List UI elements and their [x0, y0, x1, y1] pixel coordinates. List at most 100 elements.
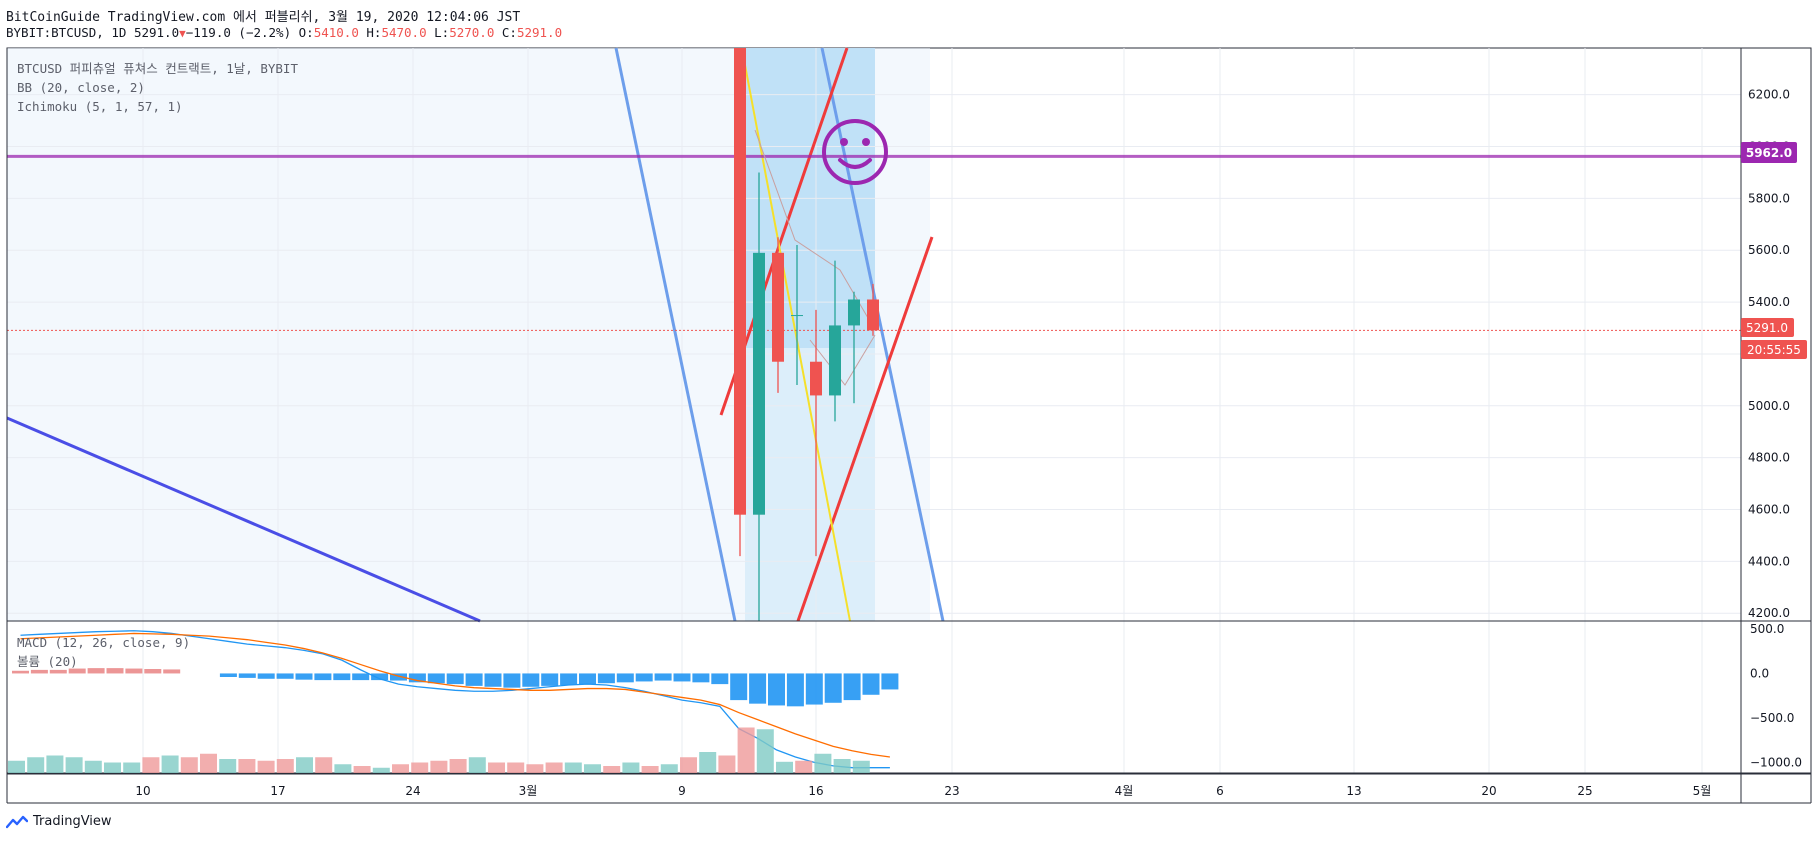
macd-histogram-bar: [125, 668, 143, 674]
volume-bar: [296, 757, 313, 773]
candle-body: [772, 252, 784, 362]
bb-lower: [809, 334, 876, 386]
volume-bar: [353, 766, 371, 773]
volume-bar: [392, 764, 409, 773]
smiley-eye-right: [862, 138, 870, 146]
time-tick-label: 9: [678, 784, 686, 798]
macd-histogram-bar: [12, 670, 29, 674]
last-price-badge-text: 5291.0: [1746, 321, 1788, 335]
macd-histogram-bar: [843, 673, 861, 701]
volume-bar: [545, 762, 563, 773]
volume-bar: [776, 761, 793, 773]
macd-histogram-bar: [541, 673, 559, 686]
macd-histogram-bar: [371, 673, 389, 681]
low-value: 5270.0: [449, 25, 495, 40]
smiley-face-outline: [822, 119, 888, 185]
macd-tick-label: 500.0: [1750, 622, 1784, 636]
price-tick-label: 4400.0: [1748, 554, 1790, 568]
volume-legend: 볼륨 (20): [17, 654, 78, 669]
price-tick-label: 4200.0: [1748, 606, 1790, 620]
price-tick-label: 4600.0: [1748, 503, 1790, 517]
macd-histogram-bar: [238, 673, 256, 678]
macd-histogram-bar: [786, 673, 804, 707]
candle-3-17: [829, 260, 841, 422]
macd-histogram-bar: [163, 669, 181, 674]
macd-histogram-bar: [616, 673, 634, 683]
time-tick-label: 5월: [1693, 784, 1712, 798]
volume-bar: [200, 753, 217, 773]
smiley-eye-left: [840, 138, 848, 146]
price-tick-label: 6200.0: [1748, 88, 1790, 102]
candle-3-16: [810, 309, 822, 557]
high-label: H:: [366, 25, 382, 40]
volume-bar: [219, 759, 237, 773]
volume-bar: [257, 760, 275, 773]
time-tick-label: 4월: [1115, 784, 1134, 798]
macd-histogram-bar: [692, 673, 710, 683]
close-label: C:: [501, 25, 517, 40]
volume-bar: [372, 767, 390, 773]
candle-3-14: [772, 237, 784, 393]
volume-bar: [622, 762, 640, 773]
volume-bar: [65, 757, 83, 773]
macd-histogram-bar: [333, 673, 351, 681]
time-tick-label: 23: [944, 784, 959, 798]
resistance-badge: [1741, 142, 1797, 163]
macd-tick-label: −1000.0: [1750, 755, 1802, 769]
time-tick-label: 13: [1346, 784, 1361, 798]
macd-histogram-bar: [597, 673, 615, 684]
volume-bar: [180, 757, 198, 773]
macd-histogram-bar: [68, 668, 86, 674]
volume-bar: [584, 764, 601, 773]
footer[interactable]: TradingView: [6, 814, 112, 829]
close-value: 5291.0: [516, 25, 563, 40]
resistance-badge-text: 5962.0: [1746, 146, 1792, 160]
macd-histogram-bar: [654, 673, 672, 681]
time-tick-label: 16: [808, 784, 823, 798]
candle-body: [810, 361, 822, 396]
price-tick-label: 5000.0: [1748, 399, 1790, 413]
macd-legend: MACD (12, 26, close, 9): [17, 635, 190, 650]
candle-body: [734, 48, 746, 515]
price-tick-label: 5800.0: [1748, 191, 1790, 205]
trend-line: [6, 416, 481, 623]
volume-bar: [814, 753, 832, 773]
down-arrow-icon: ▼: [179, 27, 186, 40]
macd-histogram-bar: [49, 669, 67, 674]
time-tick-label: 3월: [519, 784, 538, 798]
macd-histogram-bar: [484, 673, 502, 687]
macd-histogram-bar: [579, 673, 596, 685]
macd-histogram-bar: [749, 673, 767, 704]
time-tick-label: 24: [405, 784, 420, 798]
price-tick-label: 5600.0: [1748, 243, 1790, 257]
volume-bar: [142, 757, 160, 773]
price-change: −119.0 (−2.2%): [185, 25, 292, 40]
volume-bar: [507, 762, 525, 773]
volume-bar: [737, 727, 755, 773]
macd-histogram-bar: [257, 673, 275, 679]
volume-bar: [315, 757, 333, 773]
macd-histogram-bar: [881, 673, 899, 690]
volume-bar: [795, 760, 813, 773]
price-tick-label: 5400.0: [1748, 295, 1790, 309]
volume-bar: [84, 760, 102, 773]
volume-bar: [334, 764, 352, 773]
macd-histogram-bar: [862, 673, 880, 695]
macd-histogram-bar: [30, 669, 48, 674]
macd-histogram-bar: [427, 673, 445, 684]
candle-body: [753, 252, 765, 515]
volume-bar: [756, 729, 774, 773]
macd-histogram-bar: [730, 673, 748, 701]
macd-histogram-bar: [106, 668, 124, 674]
channel-line-left: [614, 47, 737, 622]
macd-histogram-bar: [446, 673, 464, 685]
macd-histogram-bar: [805, 673, 823, 705]
candle-3-15: [791, 245, 803, 386]
publish-info: BitCoinGuide TradingView.com 에서 퍼블리쉬, 3월…: [6, 10, 521, 25]
tradingview-logo-icon: [6, 815, 28, 828]
volume-bar: [276, 759, 294, 773]
macd-histogram-bar: [352, 673, 370, 681]
macd-histogram-bar: [144, 669, 162, 674]
smiley-face-icon: [822, 119, 888, 185]
